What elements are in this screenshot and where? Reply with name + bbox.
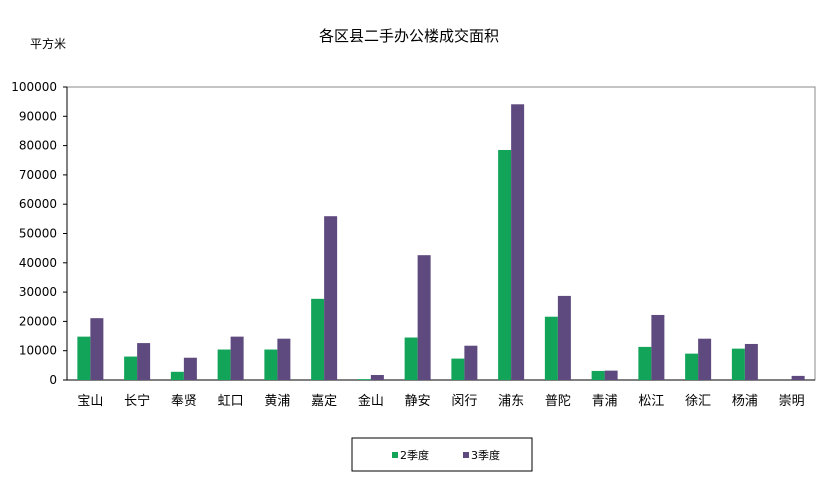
x-tick-label: 青浦 bbox=[592, 394, 618, 409]
bar-q2 bbox=[217, 349, 231, 380]
y-tick-label: 40000 bbox=[19, 256, 57, 270]
bar-q2 bbox=[264, 349, 278, 380]
y-tick-label: 0 bbox=[49, 373, 57, 387]
y-axis-ticks: 0 10000 20000 30000 40000 50000 60000 70000 8000… bbox=[11, 80, 67, 387]
bar-q2 bbox=[170, 371, 184, 380]
bar-q3 bbox=[791, 375, 805, 380]
bar-q3 bbox=[324, 216, 338, 380]
bar-q3 bbox=[557, 295, 571, 380]
y-axis-unit-label: 平方米 bbox=[30, 36, 66, 51]
y-tick-label: 10000 bbox=[19, 344, 57, 358]
x-tick-label: 松江 bbox=[638, 394, 664, 409]
x-tick-label: 金山 bbox=[358, 393, 384, 409]
bar-q3 bbox=[137, 343, 151, 380]
legend-box bbox=[351, 437, 533, 472]
bar-q2 bbox=[124, 356, 138, 380]
legend: 2季度 3季度 bbox=[351, 437, 533, 472]
y-tick-label: 50000 bbox=[19, 227, 57, 241]
x-tick-label: 黄浦 bbox=[264, 394, 290, 409]
bars-group bbox=[77, 104, 805, 381]
legend-swatch-q3 bbox=[463, 452, 469, 458]
y-tick-label: 100000 bbox=[11, 80, 57, 94]
x-tick-label: 宝山 bbox=[77, 394, 103, 409]
bar-q3 bbox=[370, 375, 384, 380]
legend-label-q3: 3季度 bbox=[471, 448, 500, 462]
bar-q2 bbox=[311, 298, 325, 380]
bar-q2 bbox=[451, 358, 465, 380]
bar-q2 bbox=[357, 379, 371, 380]
bar-q2 bbox=[638, 346, 652, 380]
y-tick-label: 90000 bbox=[19, 109, 57, 123]
y-tick-label: 70000 bbox=[19, 168, 57, 182]
x-axis-ticks: 宝山 长宁 奉贤 虹口 黄浦 嘉定 金山 静安 闵行 浦东 普陀 青浦 松江 徐汇 杨浦 崇明 bbox=[77, 393, 804, 409]
x-tick-label: 嘉定 bbox=[311, 394, 337, 409]
y-tick-label: 30000 bbox=[19, 285, 57, 299]
bar-q2 bbox=[685, 353, 699, 380]
x-tick-label: 静安 bbox=[405, 394, 431, 409]
x-tick-label: 闵行 bbox=[451, 394, 477, 409]
bar-q2 bbox=[404, 337, 418, 380]
legend-swatch-q2 bbox=[392, 452, 398, 458]
bar-q3 bbox=[183, 357, 197, 380]
bar-q2 bbox=[77, 336, 91, 380]
y-tick-label: 60000 bbox=[19, 197, 57, 211]
bar-q2 bbox=[498, 149, 512, 380]
x-tick-label: 长宁 bbox=[124, 393, 150, 409]
y-tick-label: 80000 bbox=[19, 139, 57, 153]
bar-q3 bbox=[90, 318, 104, 380]
x-tick-label: 虹口 bbox=[218, 394, 244, 409]
bar-q3 bbox=[744, 343, 758, 380]
y-tick-label: 20000 bbox=[19, 314, 57, 328]
x-tick-label: 杨浦 bbox=[732, 394, 758, 409]
bar-q3 bbox=[698, 338, 712, 380]
legend-label-q2: 2季度 bbox=[400, 448, 429, 462]
chart-title: 各区县二手办公楼成交面积 bbox=[319, 27, 499, 45]
bar-q2 bbox=[731, 348, 745, 380]
bar-q3 bbox=[651, 314, 665, 380]
x-tick-label: 浦东 bbox=[498, 394, 524, 409]
bar-q2 bbox=[544, 316, 558, 380]
x-tick-label: 奉贤 bbox=[171, 394, 197, 409]
bar-q3 bbox=[277, 338, 291, 380]
bar-q3 bbox=[464, 345, 478, 380]
bar-q2 bbox=[591, 370, 605, 380]
x-tick-label: 普陀 bbox=[545, 393, 571, 409]
bar-q3 bbox=[604, 370, 618, 380]
bar-q3 bbox=[230, 336, 244, 380]
bar-q3 bbox=[417, 255, 431, 380]
bar-q3 bbox=[511, 104, 525, 381]
x-tick-label: 崇明 bbox=[779, 394, 805, 409]
x-tick-label: 徐汇 bbox=[685, 394, 711, 409]
plot-area bbox=[66, 86, 816, 381]
